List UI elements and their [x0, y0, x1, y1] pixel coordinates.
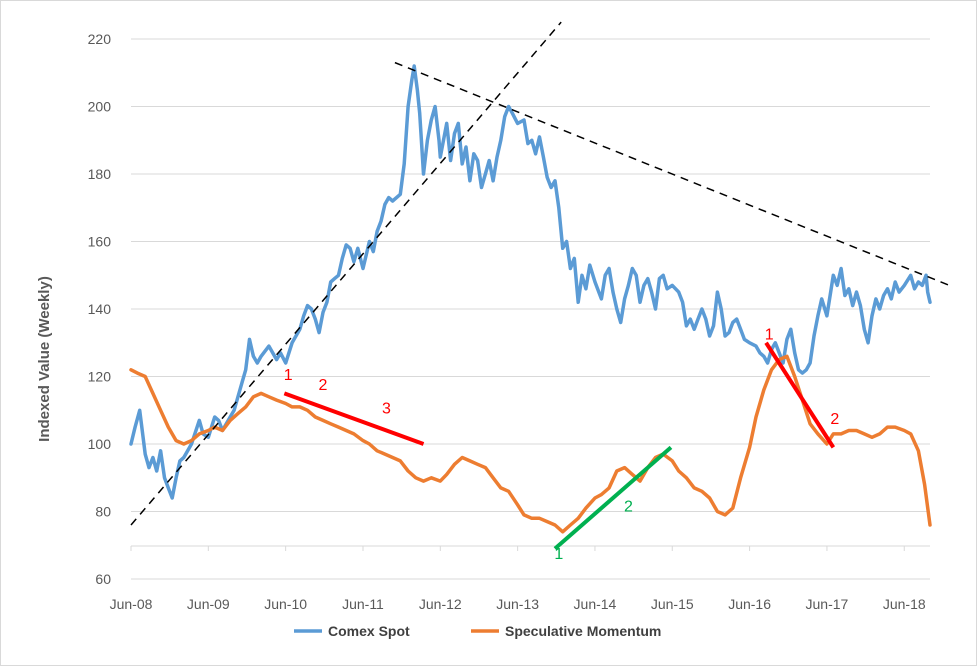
series-lines: [129, 64, 932, 534]
y-tick-labels: 60 80 100 120 140 160 180 200 220: [88, 31, 112, 587]
annotation-label: 1: [284, 367, 293, 384]
x-tick-label: Jun-14: [574, 596, 617, 612]
y-tick-label: 180: [88, 166, 112, 182]
x-tick-label: Jun-17: [806, 596, 849, 612]
annotation-label: 3: [382, 401, 391, 418]
annotation-label: 1: [554, 546, 563, 563]
y-axis-label: Indexed Value (Weekly): [36, 276, 53, 442]
x-tick-label: Jun-18: [883, 596, 926, 612]
trendline: [764, 341, 836, 449]
x-tick-label: Jun-08: [110, 596, 153, 612]
trendline: [130, 21, 562, 526]
legend-label: Speculative Momentum: [505, 623, 661, 639]
x-tick-label: Jun-09: [187, 596, 230, 612]
annotation-label: 2: [830, 411, 839, 428]
y-tick-label: 100: [88, 436, 112, 452]
annotation-label: 2: [319, 377, 328, 394]
y-tick-label: 140: [88, 301, 112, 317]
y-tick-label: 60: [95, 571, 111, 587]
trendline: [283, 391, 425, 446]
legend-label: Comex Spot: [328, 623, 410, 639]
annotations: 1 2 3 1 2 1 2: [284, 326, 840, 562]
y-tick-label: 220: [88, 31, 112, 47]
y-tick-label: 160: [88, 234, 112, 250]
trendline: [394, 61, 950, 287]
x-tick-label: Jun-11: [342, 596, 384, 612]
annotation-label: 2: [624, 499, 633, 516]
series-line-comex-spot: [129, 64, 932, 500]
y-tick-label: 200: [88, 99, 112, 115]
gridlines: [131, 38, 930, 580]
annotation-label: 1: [765, 326, 774, 343]
x-tick-label: Jun-10: [264, 596, 307, 612]
legend: Comex Spot Speculative Momentum: [294, 623, 661, 639]
y-tick-label: 120: [88, 369, 112, 385]
x-tick-label: Jun-15: [651, 596, 694, 612]
y-tick-label: 80: [95, 504, 111, 520]
x-tick-labels: Jun-08 Jun-09 Jun-10 Jun-11 Jun-12 Jun-13 Jun-…: [110, 546, 926, 612]
x-tick-label: Jun-13: [496, 596, 539, 612]
x-tick-label: Jun-12: [419, 596, 462, 612]
x-tick-label: Jun-16: [728, 596, 771, 612]
trendlines: [130, 21, 950, 551]
trendline: [553, 445, 673, 551]
